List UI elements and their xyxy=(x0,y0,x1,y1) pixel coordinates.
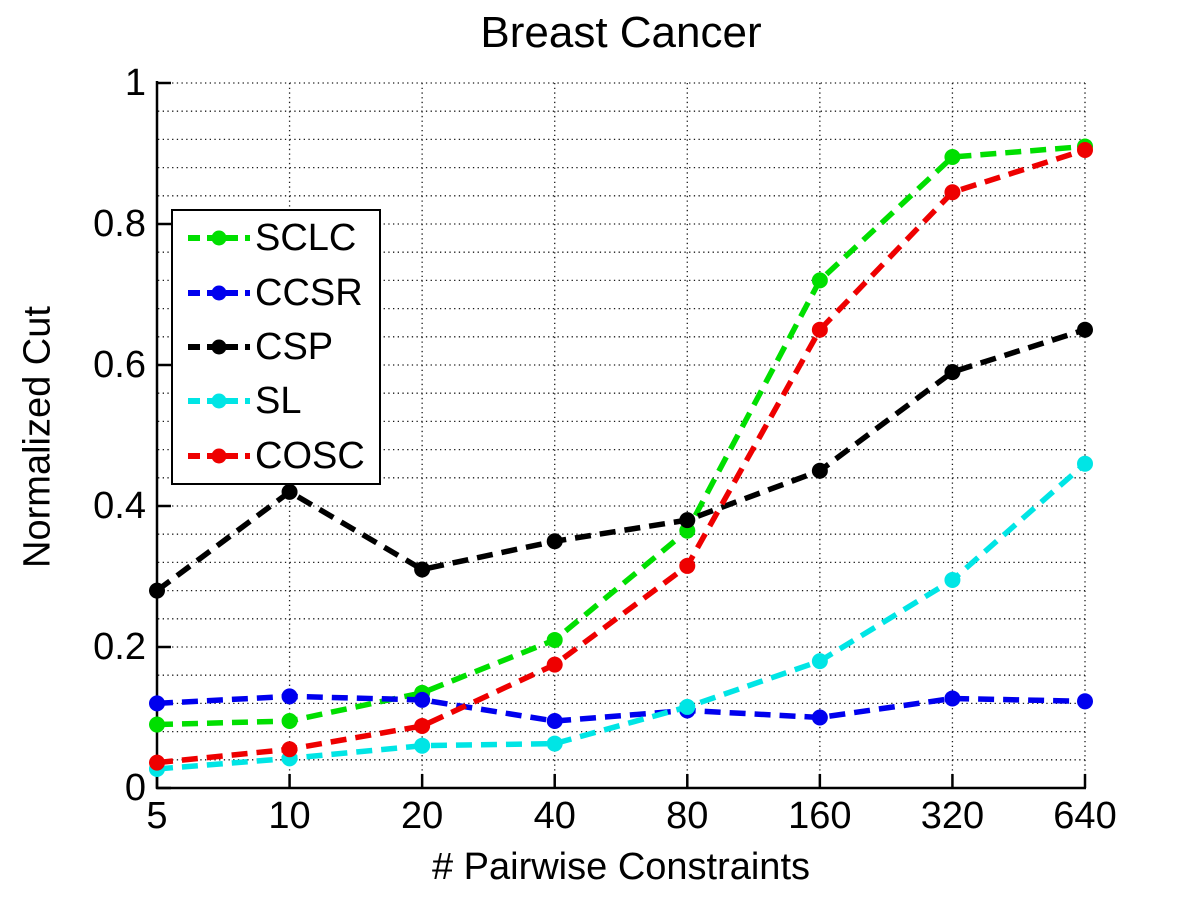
marker-COSC xyxy=(1077,141,1093,158)
marker-CSP xyxy=(1077,321,1093,338)
marker-CSP xyxy=(281,483,298,500)
legend-line-sample-CSP xyxy=(188,339,250,355)
marker-SL xyxy=(944,572,961,589)
marker-CSP xyxy=(944,364,961,381)
marker-SCLC xyxy=(944,149,961,166)
x-tick-label: 5 xyxy=(146,795,168,837)
marker-CSP xyxy=(679,512,696,529)
x-axis-label: # Pairwise Constraints xyxy=(431,846,811,888)
marker-SL xyxy=(679,698,696,715)
x-tick-label: 320 xyxy=(920,795,985,837)
legend-entry-SCLC: SCLC xyxy=(187,218,379,258)
legend-entry-COSC: COSC xyxy=(187,436,379,476)
y-tick-label: 0 xyxy=(124,767,146,809)
marker-COSC xyxy=(679,557,696,574)
marker-COSC xyxy=(281,741,298,758)
y-tick-label: 0.6 xyxy=(93,344,146,386)
y-tick-label: 1 xyxy=(124,62,146,104)
legend-box: SCLC CCSR CSP SL COSC xyxy=(171,209,381,485)
series-line-SCLC xyxy=(156,143,1086,728)
marker-SCLC xyxy=(281,713,298,730)
x-tick-label: 80 xyxy=(666,795,709,837)
x-tick-label: 640 xyxy=(1053,795,1117,837)
marker-CCSR xyxy=(811,709,828,726)
series-line-COSC xyxy=(156,147,1086,766)
legend-label: CSP xyxy=(255,325,334,368)
chart-title: Breast Cancer xyxy=(480,8,762,57)
marker-SL xyxy=(1077,455,1093,472)
x-tick-label: 160 xyxy=(788,795,852,837)
legend-marker xyxy=(211,393,227,409)
legend-line-sample-COSC xyxy=(188,448,250,464)
marker-CSP xyxy=(149,582,165,599)
marker-CSP xyxy=(811,462,828,479)
marker-CCSR xyxy=(546,713,563,730)
marker-SL xyxy=(811,653,828,670)
legend-label: COSC xyxy=(255,434,365,477)
legend-line-sample-SL xyxy=(188,393,250,409)
x-tick-label: 20 xyxy=(401,795,444,837)
marker-CCSR xyxy=(149,695,165,712)
marker-CSP xyxy=(546,533,563,550)
marker-SL xyxy=(546,735,563,752)
legend-entry-CSP: CSP xyxy=(187,327,379,367)
marker-SL xyxy=(414,737,431,754)
legend-line-sample-SCLC xyxy=(188,230,250,246)
legend-marker xyxy=(211,339,227,355)
marker-COSC xyxy=(811,321,828,338)
legend-label: CCSR xyxy=(255,271,363,314)
marker-SCLC xyxy=(149,716,165,733)
series-line-SL xyxy=(156,461,1087,772)
marker-SCLC xyxy=(546,631,563,648)
y-tick-label: 0.4 xyxy=(93,485,146,527)
marker-COSC xyxy=(414,717,431,734)
legend-label: SL xyxy=(255,380,302,423)
y-tick-label: 0.2 xyxy=(93,626,146,668)
legend-line-sample-CCSR xyxy=(188,285,250,301)
marker-COSC xyxy=(546,656,563,673)
legend-marker xyxy=(211,448,227,464)
marker-COSC xyxy=(944,184,961,201)
x-tick-label: 40 xyxy=(533,795,576,837)
legend-marker xyxy=(211,285,227,301)
legend-marker xyxy=(211,230,227,246)
legend-entry-SL: SL xyxy=(187,381,379,421)
marker-COSC xyxy=(149,754,165,771)
marker-CCSR xyxy=(281,688,298,705)
marker-CCSR xyxy=(1077,693,1093,710)
series-line-CSP xyxy=(155,327,1086,593)
marker-CCSR xyxy=(944,690,961,707)
y-tick-label: 0.8 xyxy=(93,203,146,245)
legend-label: SCLC xyxy=(255,217,357,260)
legend-entry-CCSR: CCSR xyxy=(187,273,379,313)
marker-CCSR xyxy=(414,691,431,708)
x-tick-label: 10 xyxy=(268,795,311,837)
marker-SCLC xyxy=(811,272,828,289)
series-line-CCSR xyxy=(156,693,1086,724)
marker-CSP xyxy=(414,561,431,578)
